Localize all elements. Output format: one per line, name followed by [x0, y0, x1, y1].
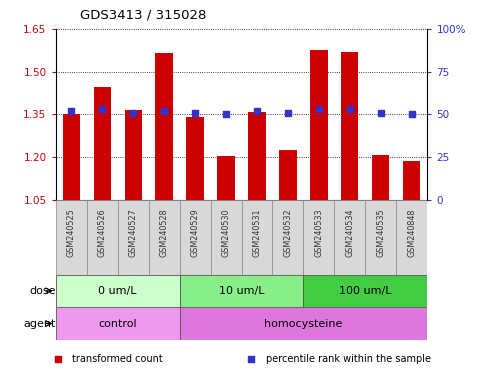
Point	[98, 106, 106, 112]
Point	[160, 108, 168, 114]
Text: GSM240533: GSM240533	[314, 209, 324, 257]
Text: GSM240534: GSM240534	[345, 209, 355, 257]
Text: GSM240535: GSM240535	[376, 209, 385, 257]
Bar	[180, 200, 211, 275]
Bar	[303, 275, 427, 307]
Point	[284, 109, 292, 116]
Bar	[311, 50, 327, 200]
Bar	[86, 200, 117, 275]
Text: 100 um/L: 100 um/L	[339, 286, 392, 296]
Point	[377, 109, 385, 116]
Text: GSM240525: GSM240525	[67, 209, 75, 257]
Bar	[56, 307, 180, 340]
Point	[408, 111, 416, 117]
Bar	[242, 200, 272, 275]
Text: GSM240530: GSM240530	[222, 209, 230, 257]
Point	[346, 106, 354, 112]
Bar	[125, 110, 142, 200]
Text: 10 um/L: 10 um/L	[219, 286, 264, 296]
Text: GDS3413 / 315028: GDS3413 / 315028	[80, 8, 206, 21]
Bar	[272, 200, 303, 275]
Bar	[62, 114, 80, 200]
Text: percentile rank within the sample: percentile rank within the sample	[266, 354, 431, 364]
Bar	[186, 116, 203, 200]
Bar	[397, 200, 427, 275]
Text: dose: dose	[29, 286, 56, 296]
Bar	[56, 275, 180, 307]
Point	[129, 109, 137, 116]
Bar	[56, 200, 86, 275]
Point	[67, 108, 75, 114]
Text: 0 um/L: 0 um/L	[98, 286, 137, 296]
Point	[253, 108, 261, 114]
Point	[247, 356, 255, 362]
Bar	[180, 307, 427, 340]
Bar	[366, 200, 397, 275]
Bar	[403, 161, 421, 200]
Point	[315, 106, 323, 112]
Text: GSM240529: GSM240529	[190, 209, 199, 257]
Text: GSM240848: GSM240848	[408, 209, 416, 257]
Text: homocysteine: homocysteine	[264, 318, 342, 329]
Bar	[94, 87, 111, 200]
Bar	[341, 51, 358, 200]
Text: GSM240527: GSM240527	[128, 209, 138, 257]
Bar	[248, 112, 266, 200]
Bar	[280, 150, 297, 200]
Bar	[372, 155, 389, 200]
Text: GSM240528: GSM240528	[159, 209, 169, 257]
Text: agent: agent	[23, 318, 56, 329]
Text: control: control	[98, 318, 137, 329]
Bar	[303, 200, 334, 275]
Bar	[149, 200, 180, 275]
Bar	[156, 53, 172, 200]
Point	[191, 109, 199, 116]
Bar	[334, 200, 366, 275]
Point	[222, 111, 230, 117]
Bar	[217, 156, 235, 200]
Bar	[180, 275, 303, 307]
Text: transformed count: transformed count	[72, 354, 163, 364]
Bar	[211, 200, 242, 275]
Point	[54, 356, 62, 362]
Text: GSM240526: GSM240526	[98, 209, 107, 257]
Bar	[117, 200, 149, 275]
Text: GSM240531: GSM240531	[253, 209, 261, 257]
Text: GSM240532: GSM240532	[284, 209, 293, 257]
